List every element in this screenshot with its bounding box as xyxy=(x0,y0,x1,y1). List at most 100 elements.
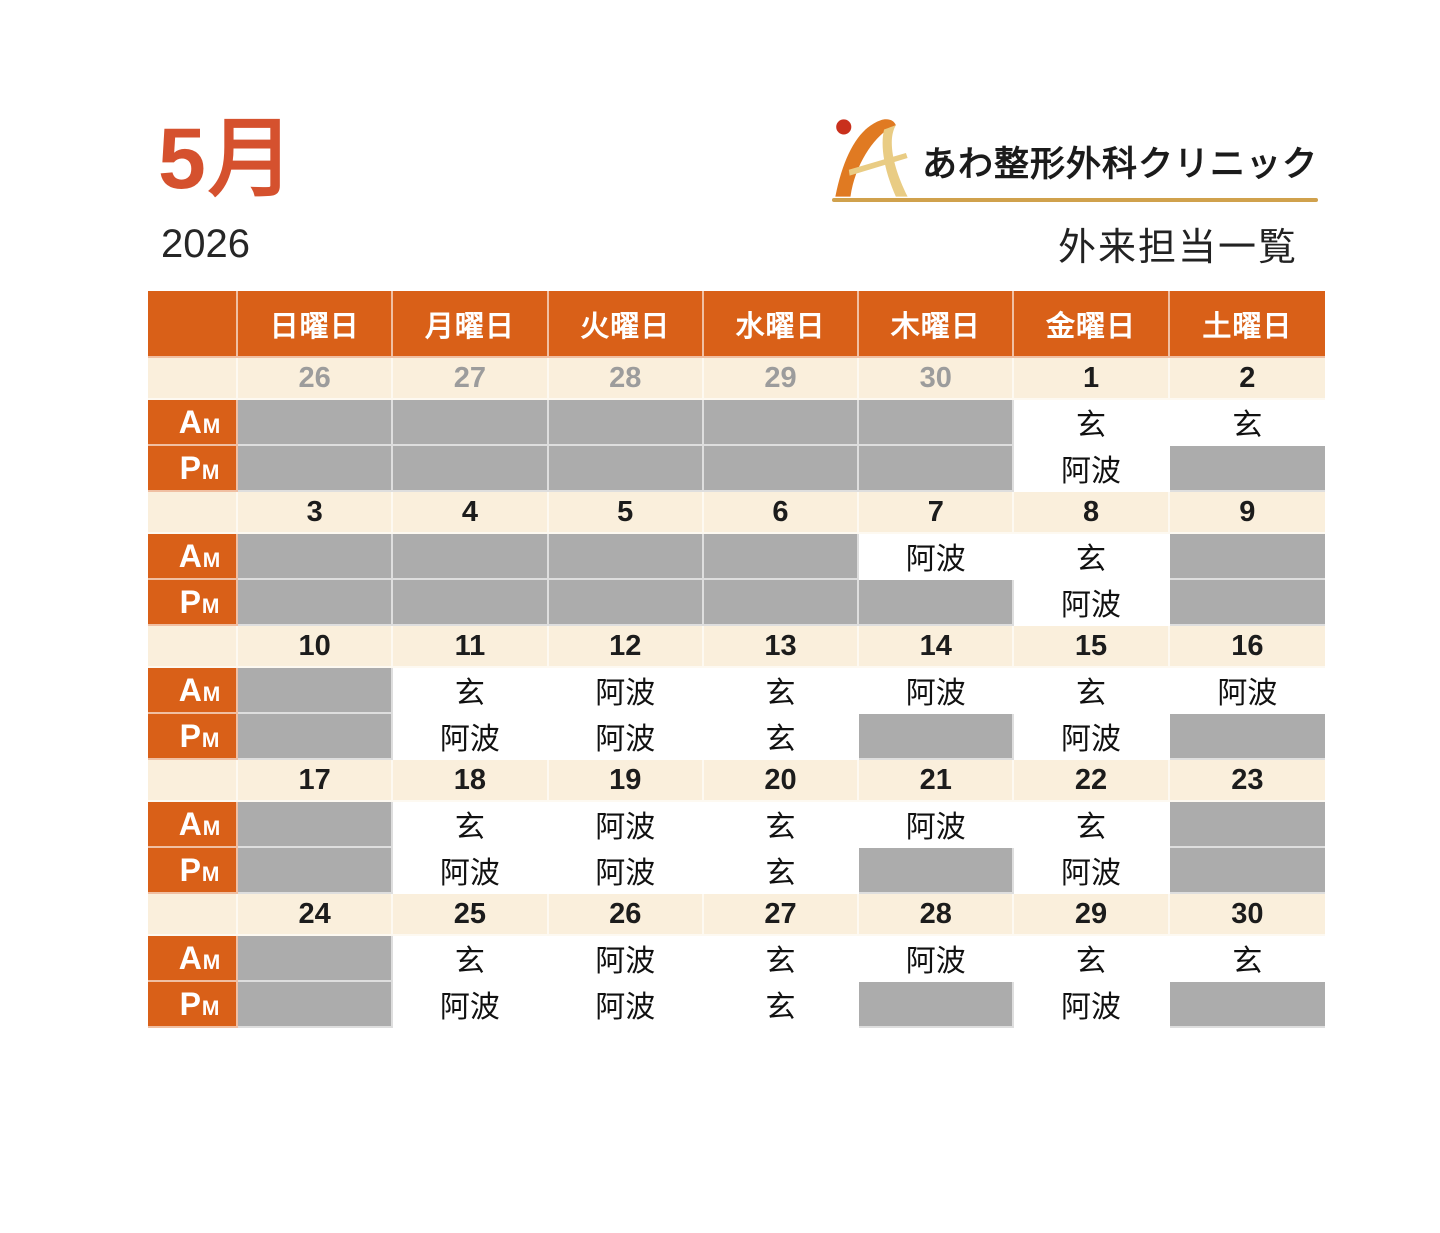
pm-label: PM xyxy=(179,718,221,754)
assignment-cell: 玄 xyxy=(703,936,860,982)
closed-cell xyxy=(859,714,1015,760)
date-cell-27: 27 xyxy=(393,358,549,400)
week-4-date-row: 24 25 26 27 28 29 30 xyxy=(148,894,1325,936)
weekday-header-4: 木曜日 xyxy=(859,291,1015,358)
pm-label: PM xyxy=(179,986,221,1022)
assignment-cell: 阿波 xyxy=(548,802,704,848)
weekday-header-2: 火曜日 xyxy=(548,291,704,358)
closed-cell xyxy=(1169,714,1325,760)
closed-cell xyxy=(393,534,549,580)
assignment-cell: 玄 xyxy=(1014,400,1170,446)
date-cell-4: 4 xyxy=(393,492,549,534)
schedule-table: 日曜日 月曜日 火曜日 水曜日 木曜日 金曜日 土曜日 26 27 28 29 30 1 2 AM 玄玄 PM 阿… xyxy=(148,291,1325,1028)
assignment-cell: 玄 xyxy=(703,668,860,714)
assignment-cell: 玄 xyxy=(393,668,549,714)
date-cell-29: 29 xyxy=(1014,894,1170,936)
closed-cell xyxy=(548,534,704,580)
pm-label-cell: PM xyxy=(148,848,238,894)
closed-cell xyxy=(1169,802,1325,848)
clinic-name: あわ整形外科クリニック xyxy=(922,145,1319,184)
am-label: AM xyxy=(178,806,222,842)
assignment-cell: 玄 xyxy=(1014,802,1170,848)
gold-divider xyxy=(832,198,1318,202)
closed-cell xyxy=(238,714,394,760)
assignment-cell: 玄 xyxy=(393,802,549,848)
closed-cell xyxy=(548,446,704,492)
closed-cell xyxy=(393,580,549,626)
week-3-date-row: 17 18 19 20 21 22 23 xyxy=(148,760,1325,802)
closed-cell xyxy=(703,446,860,492)
closed-cell xyxy=(1169,580,1325,626)
am-label-cell: AM xyxy=(148,668,238,714)
assignment-cell: 阿波 xyxy=(859,668,1015,714)
week-4-am-row: AM 玄阿波玄阿波玄玄 xyxy=(148,936,1325,982)
date-cell-24: 24 xyxy=(238,894,394,936)
assignment-cell: 阿波 xyxy=(393,848,549,894)
pm-label-cell: PM xyxy=(148,446,238,492)
date-cell-14: 14 xyxy=(859,626,1015,668)
week-3-pm-row: PM 阿波 阿波玄阿波 xyxy=(148,848,1325,894)
date-cell-10: 10 xyxy=(238,626,394,668)
assignment-cell: 玄 xyxy=(703,982,860,1028)
am-label-cell: AM xyxy=(148,534,238,580)
closed-cell xyxy=(859,446,1015,492)
assignment-cell: 玄 xyxy=(703,848,860,894)
closed-cell xyxy=(703,400,860,446)
assignment-cell: 阿波 xyxy=(393,714,549,760)
week-0-pm-row: PM 阿波 xyxy=(148,446,1325,492)
week-4-pm-row: PM 阿波 阿波玄阿波 xyxy=(148,982,1325,1028)
am-label-cell: AM xyxy=(148,936,238,982)
closed-cell xyxy=(238,936,394,982)
closed-cell xyxy=(1169,534,1325,580)
date-row-spacer xyxy=(148,492,238,534)
pm-label: PM xyxy=(179,584,221,620)
weekday-header-3: 水曜日 xyxy=(703,291,860,358)
assignment-cell: 玄 xyxy=(703,714,860,760)
closed-cell xyxy=(859,982,1015,1028)
date-cell-6: 6 xyxy=(703,492,860,534)
pm-label-cell: PM xyxy=(148,982,238,1028)
date-cell-26: 26 xyxy=(238,358,394,400)
assignment-cell: 玄 xyxy=(1014,668,1170,714)
pm-label: PM xyxy=(179,450,221,486)
date-cell-3: 3 xyxy=(238,492,394,534)
date-cell-25: 25 xyxy=(393,894,549,936)
assignment-cell: 阿波 xyxy=(548,982,704,1028)
date-cell-7: 7 xyxy=(859,492,1015,534)
closed-cell xyxy=(703,580,860,626)
year-label: 2026 xyxy=(161,222,250,266)
closed-cell xyxy=(238,400,394,446)
weekday-header-0: 日曜日 xyxy=(238,291,394,358)
clinic-logo-block: あわ整形外科クリニック 外来担当一覧 xyxy=(832,112,1319,269)
weekday-header-row: 日曜日 月曜日 火曜日 水曜日 木曜日 金曜日 土曜日 xyxy=(148,291,1325,358)
week-2-am-row: AM 玄阿波玄阿波玄阿波 xyxy=(148,668,1325,714)
weekday-header-5: 金曜日 xyxy=(1014,291,1170,358)
closed-cell xyxy=(238,580,394,626)
closed-cell xyxy=(238,802,394,848)
date-row-spacer xyxy=(148,626,238,668)
assignment-cell: 阿波 xyxy=(859,802,1015,848)
week-1-am-row: AM 阿波玄 xyxy=(148,534,1325,580)
closed-cell xyxy=(1169,848,1325,894)
assignment-cell: 阿波 xyxy=(548,668,704,714)
date-cell-12: 12 xyxy=(548,626,704,668)
closed-cell xyxy=(1169,446,1325,492)
closed-cell xyxy=(703,534,860,580)
closed-cell xyxy=(238,982,394,1028)
assignment-cell: 玄 xyxy=(1169,400,1325,446)
date-cell-2: 2 xyxy=(1169,358,1325,400)
closed-cell xyxy=(238,848,394,894)
week-0-date-row: 26 27 28 29 30 1 2 xyxy=(148,358,1325,400)
date-cell-28: 28 xyxy=(859,894,1015,936)
date-cell-30: 30 xyxy=(1169,894,1325,936)
corner-cell xyxy=(148,291,238,358)
clinic-logo-icon xyxy=(835,119,908,197)
date-cell-5: 5 xyxy=(548,492,704,534)
date-cell-16: 16 xyxy=(1169,626,1325,668)
pm-label-cell: PM xyxy=(148,714,238,760)
assignment-cell: 阿波 xyxy=(548,848,704,894)
assignment-cell: 阿波 xyxy=(393,982,549,1028)
assignment-cell: 玄 xyxy=(1014,936,1170,982)
